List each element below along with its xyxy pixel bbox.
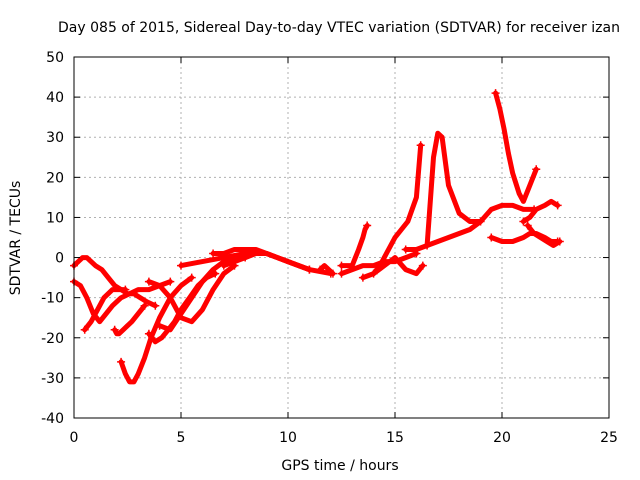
data-point-marker xyxy=(328,269,337,278)
series-arc8 xyxy=(157,255,248,333)
chart-title: Day 085 of 2015, Sidereal Day-to-day VTE… xyxy=(58,20,620,36)
y-axis-label: SDTVAR / TECUs xyxy=(8,181,24,296)
data-point-marker xyxy=(532,165,541,174)
data-point-marker xyxy=(555,237,564,246)
x-tick-label: 5 xyxy=(177,430,186,446)
plot-frame xyxy=(73,56,610,419)
y-tick-label: 0 xyxy=(55,251,64,267)
data-point-marker xyxy=(177,261,185,270)
data-point-marker xyxy=(140,301,149,310)
y-tick-label: -30 xyxy=(41,371,64,387)
series-arc17 xyxy=(403,130,484,252)
data-point-marker xyxy=(305,265,314,274)
data-point-marker xyxy=(151,301,160,310)
series-arc7 xyxy=(146,263,237,325)
series-arc21 xyxy=(520,198,561,224)
data-point-marker xyxy=(337,269,346,278)
x-tick-label: 15 xyxy=(386,430,404,446)
y-tick-label: -40 xyxy=(41,411,64,427)
grid-layer xyxy=(74,57,609,418)
series-arc3 xyxy=(82,287,128,333)
data-point-marker xyxy=(117,357,126,366)
y-tick-label: 20 xyxy=(46,170,64,186)
data-point-marker xyxy=(80,325,89,334)
x-tick-label: 0 xyxy=(70,430,79,446)
series-layer xyxy=(70,89,564,385)
y-tick-label: 10 xyxy=(46,210,64,226)
series-arc2 xyxy=(71,279,173,325)
x-tick-label: 20 xyxy=(493,430,511,446)
x-tick-label: 25 xyxy=(600,430,618,446)
data-point-marker xyxy=(337,261,346,270)
data-point-marker xyxy=(187,273,196,282)
data-point-marker xyxy=(369,269,378,278)
x-axis-label: GPS time / hours xyxy=(281,458,398,474)
series-arc11 xyxy=(221,251,312,273)
series-arc12 xyxy=(317,263,336,277)
data-point-marker xyxy=(209,249,218,258)
series-arc22 xyxy=(525,223,563,248)
data-point-marker xyxy=(553,201,562,210)
data-point-marker xyxy=(363,221,372,230)
series-arc19 xyxy=(493,90,539,204)
data-point-marker xyxy=(166,277,175,286)
data-point-marker xyxy=(416,141,425,150)
series-arc18 xyxy=(424,202,537,248)
series-arc16 xyxy=(371,255,426,277)
y-tick-label: 30 xyxy=(46,130,64,146)
data-point-marker xyxy=(219,261,228,270)
data-point-marker xyxy=(519,217,528,226)
series-arc1 xyxy=(71,255,158,309)
y-tick-label: -20 xyxy=(41,331,64,347)
x-tick-label: 10 xyxy=(279,430,297,446)
y-tick-label: -10 xyxy=(41,291,64,307)
series-arc5 xyxy=(118,275,195,385)
tick-layer: -40 -30 -20 -10 0 10 20 30 40 50 0 5 10 15 20 25 xyxy=(41,50,618,446)
data-point-marker xyxy=(316,265,325,274)
data-point-marker xyxy=(121,285,130,294)
data-point-marker xyxy=(110,325,119,334)
data-point-marker xyxy=(155,321,164,330)
data-point-marker xyxy=(401,245,410,254)
data-point-marker xyxy=(418,261,427,270)
data-point-marker xyxy=(144,329,153,338)
y-tick-label: 50 xyxy=(46,50,64,66)
series-arc4 xyxy=(112,303,148,337)
y-tick-label: 40 xyxy=(46,90,64,106)
data-point-marker xyxy=(523,221,532,230)
data-point-marker xyxy=(491,89,500,98)
data-point-marker xyxy=(144,277,153,286)
series-arc13 xyxy=(339,223,370,269)
data-point-marker xyxy=(487,233,496,242)
data-point-marker xyxy=(423,241,432,250)
data-point-marker xyxy=(358,273,367,282)
